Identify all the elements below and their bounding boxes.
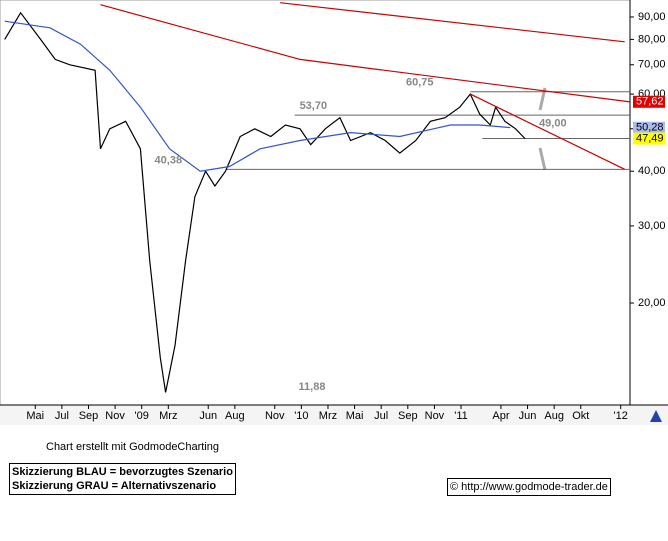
x-tick-label: Nov <box>105 410 125 422</box>
y-tick-label: 90,00 <box>638 11 666 23</box>
x-tick-label: Jun <box>519 410 537 422</box>
series-line <box>470 93 625 170</box>
x-tick-label: Jul <box>55 410 69 422</box>
x-tick-label: Mrz <box>159 410 177 422</box>
x-tick-label: Nov <box>425 410 445 422</box>
legend-line: Skizzierung BLAU = bevorzugtes Szenario <box>12 466 233 478</box>
x-tick-label: Jul <box>374 410 388 422</box>
series-line <box>280 2 625 43</box>
price-label: 57,62 <box>636 96 664 108</box>
annotation: 49,00 <box>539 118 567 130</box>
source: © http://www.godmode-trader.de <box>447 478 611 496</box>
price-box <box>633 121 665 134</box>
x-tick-label: Mrz <box>319 410 337 422</box>
logo-icon <box>650 410 662 422</box>
x-tick-label: Sep <box>398 410 418 422</box>
x-tick-label: Aug <box>225 410 245 422</box>
annotation: 60,75 <box>406 77 434 89</box>
price-box <box>633 95 665 108</box>
series-line <box>100 4 631 103</box>
chart: 90,0080,0070,0060,0050,0040,0030,0020,00… <box>0 0 668 425</box>
annotation: 40,38 <box>155 154 183 166</box>
y-tick-label: 70,00 <box>638 59 666 71</box>
series-line <box>4 20 511 172</box>
price-box <box>633 132 665 145</box>
x-tick-label: '12 <box>614 410 628 422</box>
legend-line: Skizzierung GRAU = Alternativszenario <box>12 480 217 492</box>
x-tick-label: Nov <box>265 410 285 422</box>
x-tick-label: '09 <box>135 410 149 422</box>
annotation: 53,70 <box>300 100 328 112</box>
x-axis-band <box>0 405 668 425</box>
annotation: 11,88 <box>299 381 326 393</box>
y-tick-label: 20,00 <box>638 297 666 309</box>
x-tick-label: Jun <box>199 410 217 422</box>
x-tick-label: Mai <box>346 410 364 422</box>
x-tick-label: Okt <box>572 410 589 422</box>
x-tick-label: Mai <box>26 410 44 422</box>
x-tick-label: Apr <box>492 410 509 422</box>
x-tick-label: '11 <box>454 410 468 422</box>
plot-area <box>0 0 631 406</box>
price-label: 47,49 <box>636 132 664 144</box>
x-tick-label: Sep <box>79 410 99 422</box>
y-tick-label: 40,00 <box>638 165 666 177</box>
y-tick-label: 30,00 <box>638 220 666 232</box>
price-label: 50,28 <box>636 122 664 134</box>
credit: Chart erstellt mit GodmodeCharting <box>46 441 220 453</box>
series-line <box>4 11 526 393</box>
legend-box: Skizzierung BLAU = bevorzugtes Szenario … <box>9 463 236 495</box>
x-tick-label: '10 <box>294 410 308 422</box>
x-tick-label: Aug <box>544 410 564 422</box>
y-tick-label: 80,00 <box>638 33 666 45</box>
